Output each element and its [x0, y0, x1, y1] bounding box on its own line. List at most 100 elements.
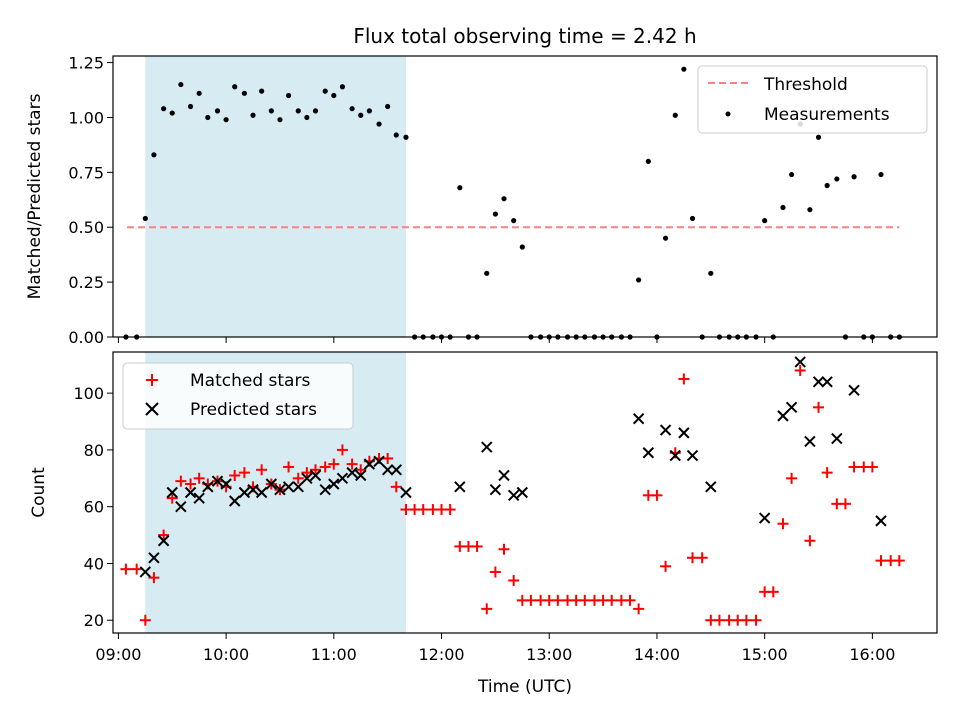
- measurement-point: [268, 108, 274, 114]
- measurement-point: [851, 174, 857, 180]
- predicted-star-point: [454, 481, 466, 493]
- matched-star-point: [175, 475, 187, 487]
- measurement-point: [834, 176, 840, 182]
- predicted-star-point: [507, 489, 520, 502]
- measurement-point: [241, 90, 248, 96]
- measurement-point: [501, 196, 507, 202]
- predicted-star-point: [498, 469, 510, 482]
- matched-star-point: [309, 464, 321, 476]
- measurement-point: [312, 108, 319, 114]
- y-tick-label: 20: [84, 611, 104, 630]
- matched-star-point: [148, 572, 160, 584]
- measurement-point: [358, 112, 364, 118]
- x-tick-label: 15:00: [742, 645, 788, 664]
- measurement-point: [636, 277, 642, 283]
- measurement-point: [349, 106, 355, 112]
- predicted-star-point: [489, 483, 502, 496]
- x-tick-label: 09:00: [95, 645, 141, 664]
- measurement-point: [223, 117, 229, 123]
- measurement-point: [322, 88, 328, 94]
- predicted-star-point: [848, 384, 860, 397]
- matched-star-point: [552, 594, 564, 606]
- predicted-star-point: [821, 376, 833, 388]
- y-tick-label: 1.25: [68, 54, 104, 73]
- matched-star-point: [336, 444, 348, 456]
- measurement-point: [393, 132, 399, 138]
- matched-star-point: [301, 467, 313, 479]
- top-axes-frame: [112, 55, 938, 338]
- matched-star-point: [498, 543, 510, 555]
- matched-star-point: [471, 540, 483, 552]
- legend-threshold-label: Threshold: [763, 75, 848, 95]
- y-tick-label: 0.25: [68, 273, 104, 292]
- predicted-star-point: [301, 472, 313, 485]
- top-legend-box: [697, 65, 928, 134]
- predicted-star-point: [157, 535, 170, 547]
- predicted-star-point: [758, 512, 771, 524]
- measurement-point: [205, 114, 211, 121]
- y-tick-label: 0.50: [68, 218, 104, 237]
- matched-star-point: [292, 472, 304, 484]
- predicted-star-point: [363, 458, 376, 470]
- measurement-point: [385, 103, 391, 110]
- predicted-star-point: [202, 481, 214, 493]
- matched-star-point: [283, 461, 295, 473]
- y-tick-label: 0.00: [68, 328, 104, 347]
- measurement-point: [788, 171, 795, 178]
- x-tick-label: 10:00: [203, 645, 249, 664]
- measurement-point: [232, 84, 238, 90]
- x-tick-label: 14:00: [634, 645, 680, 664]
- matched-star-point: [193, 472, 205, 484]
- matched-star-point: [651, 489, 663, 501]
- matched-star-point: [229, 469, 241, 481]
- matched-star-point: [256, 464, 268, 476]
- predicted-star-point: [390, 464, 402, 476]
- matched-star-point: [158, 529, 170, 541]
- matched-star-point: [696, 552, 708, 564]
- matched-star-point: [767, 586, 779, 598]
- matched-star-point: [624, 594, 636, 606]
- matched-star-point: [740, 614, 752, 626]
- measurement-point: [285, 92, 292, 99]
- measurement-point: [161, 106, 167, 112]
- predicted-star-point: [238, 486, 251, 499]
- x-tick-label: 11:00: [311, 645, 357, 664]
- matched-star-point: [804, 535, 816, 547]
- predicted-stars-points: [139, 356, 887, 578]
- bottom-y-axis: 20 40 60 80 100: [73, 384, 113, 630]
- matched-star-point: [390, 481, 402, 493]
- predicted-star-point: [292, 481, 304, 493]
- predicted-star-point: [373, 455, 385, 467]
- measurement-point: [331, 92, 337, 99]
- measurement-point: [178, 81, 184, 88]
- measurement-point: [807, 207, 813, 213]
- predicted-star-point: [678, 427, 690, 439]
- predicted-star-point: [346, 466, 358, 479]
- matched-star-point: [794, 364, 806, 376]
- top-legend: Threshold Measurements: [697, 65, 928, 134]
- measurement-point: [187, 103, 194, 110]
- predicted-star-point: [777, 410, 789, 422]
- predicted-star-point: [632, 412, 645, 425]
- matched-star-point: [848, 461, 860, 473]
- predicted-star-point: [481, 441, 493, 453]
- matched-star-point: [238, 467, 250, 479]
- predicted-star-point: [669, 449, 681, 462]
- measurement-point: [762, 218, 768, 224]
- x-tick-label: 13:00: [526, 645, 572, 664]
- predicted-star-point: [193, 492, 205, 504]
- matched-star-point: [678, 373, 690, 385]
- measurement-point: [277, 117, 283, 123]
- y-tick-label: 40: [84, 554, 104, 573]
- measurement-point: [689, 215, 696, 222]
- legend-matched-swatch: [146, 374, 158, 386]
- measurement-point: [815, 134, 822, 140]
- bottom-axes-frame: [112, 351, 938, 634]
- measurement-point: [511, 218, 517, 224]
- predicted-star-point: [516, 486, 529, 499]
- matched-star-point: [417, 504, 429, 516]
- matched-star-point: [606, 594, 618, 606]
- matched-star-point: [866, 461, 878, 473]
- x-tick-label: 16:00: [849, 645, 895, 664]
